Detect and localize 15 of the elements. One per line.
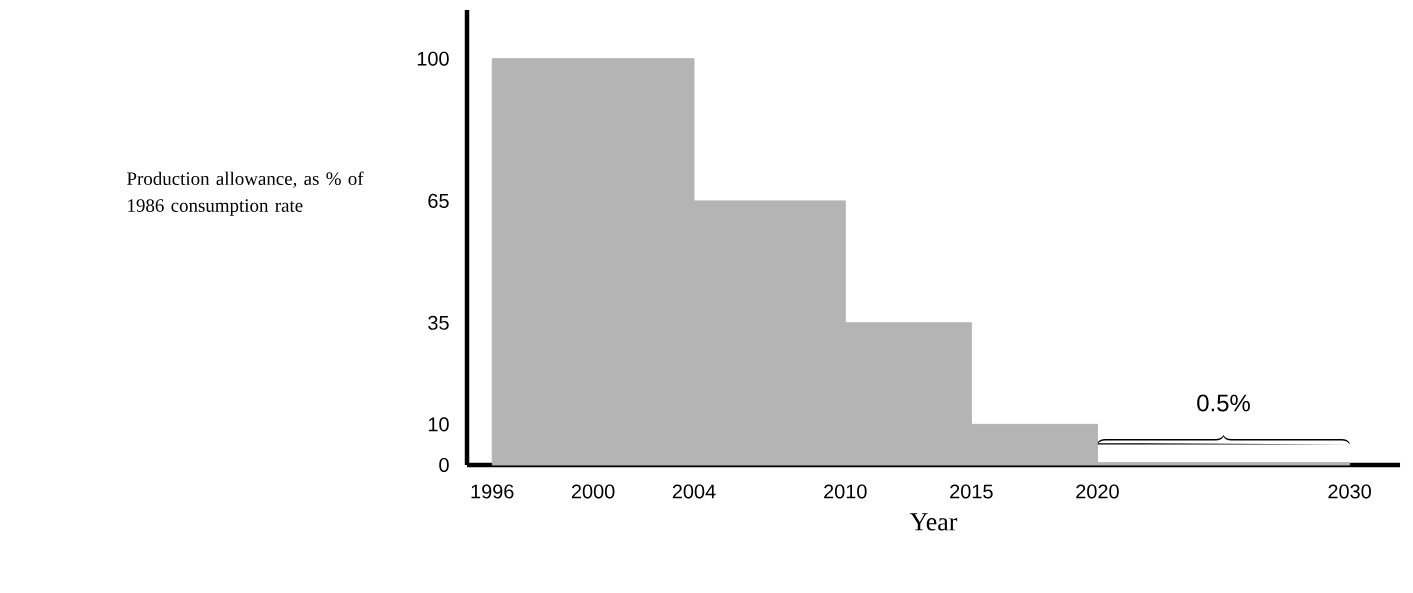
x-tick-label: 2015: [950, 484, 993, 499]
y-tick-label: 35: [428, 315, 449, 330]
x-tick-label: 1996: [471, 484, 514, 499]
x-tick-label: 2000: [571, 484, 615, 499]
x-axis-title: Year: [909, 513, 958, 531]
x-tick-label: 2010: [824, 484, 867, 499]
y-tick-label: 0: [439, 457, 449, 473]
y-tick-label: 10: [428, 417, 449, 432]
x-tick-label: 2004: [672, 484, 716, 499]
x-tick-label: 2030: [1328, 484, 1371, 499]
y-tick-label: 100: [417, 51, 449, 66]
y-axis-title: Production allowance, as % of 1986 consumption rate: [127, 171, 364, 216]
annotation: 0.5%: [1197, 394, 1250, 412]
x-tick-label: 2020: [1076, 484, 1119, 499]
y-tick-label: 65: [428, 193, 449, 208]
